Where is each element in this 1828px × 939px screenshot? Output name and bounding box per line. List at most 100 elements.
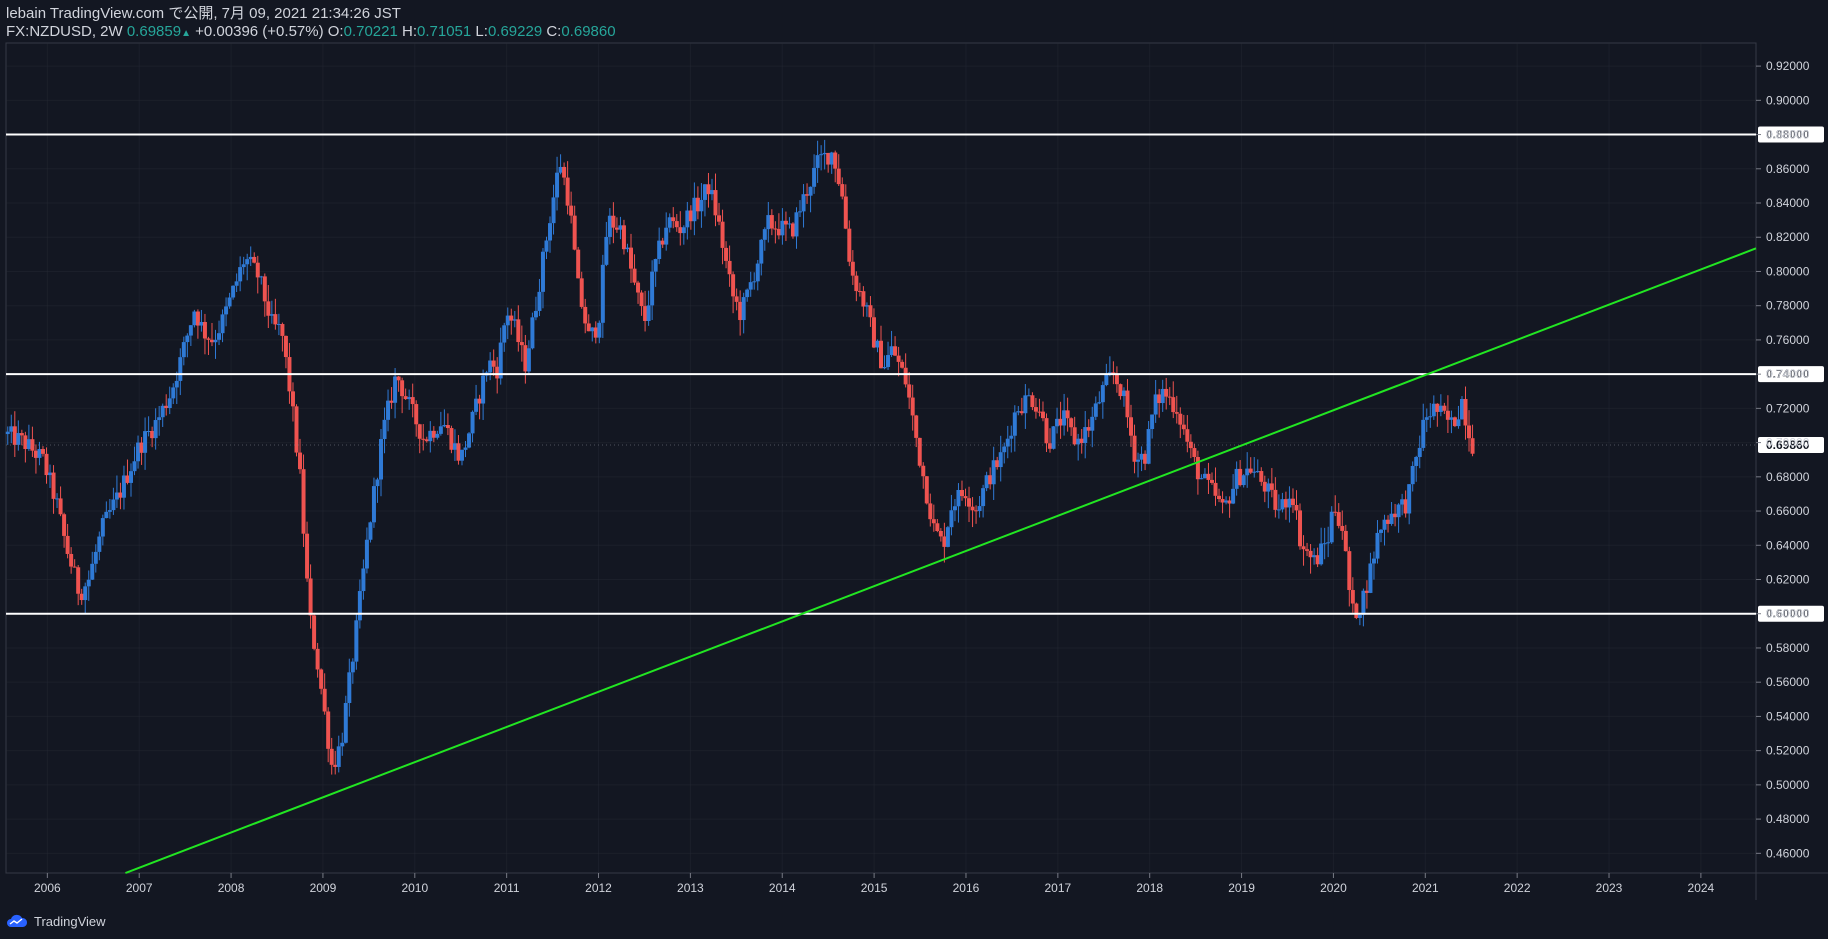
- last-price: 0.69859: [126, 23, 182, 40]
- x-tick-label: 2006: [34, 881, 61, 895]
- time-axis[interactable]: 2006 2007 2008 2009 2010 2011 2012 2013 2014 2015…: [34, 873, 1715, 895]
- candle-body: [1157, 394, 1162, 404]
- candle-body: [76, 567, 81, 594]
- candle-body: [498, 342, 503, 379]
- candle-body: [840, 184, 845, 197]
- candle-body: [956, 489, 961, 507]
- candle-body: [903, 367, 908, 385]
- candle-body: [199, 321, 204, 326]
- candle-body: [805, 194, 810, 196]
- candle-body: [1403, 499, 1408, 514]
- candle-body: [181, 342, 186, 358]
- candle-body: [1280, 499, 1285, 510]
- candle-body: [780, 220, 785, 236]
- y-tick-label: 0.70000: [1766, 436, 1810, 450]
- candle-body: [702, 184, 707, 200]
- x-tick-label: 2011: [494, 881, 520, 895]
- candle-body: [815, 155, 820, 168]
- candle-body: [794, 212, 799, 237]
- candle-body: [333, 764, 338, 767]
- candle-body: [1023, 395, 1028, 414]
- candle-body: [1364, 590, 1369, 593]
- level-price-tag: [1758, 126, 1824, 143]
- candle-body: [607, 215, 612, 237]
- candle-body: [1185, 429, 1190, 442]
- candle-body: [1393, 513, 1398, 518]
- candle-body: [136, 442, 141, 462]
- candle-body: [1128, 417, 1133, 436]
- candle-body: [188, 325, 193, 336]
- candle-body: [1234, 468, 1239, 489]
- tradingview-footer[interactable]: TradingView: [6, 910, 106, 932]
- candle-body: [1026, 395, 1031, 397]
- candle-body: [886, 355, 891, 367]
- candle-body: [857, 291, 862, 293]
- symbol-interval[interactable]: FX:NZDUSD, 2W: [6, 23, 123, 40]
- candle-body: [459, 449, 464, 461]
- candle-body: [653, 258, 658, 272]
- candle-body: [678, 227, 683, 234]
- candle-body: [1456, 419, 1461, 427]
- candle-body: [783, 220, 788, 225]
- candle-body: [773, 228, 778, 230]
- price-axis[interactable]: 0.46000 0.48000 0.50000 0.52000 0.54000 0.560…: [1756, 59, 1810, 860]
- candle-body: [234, 281, 239, 286]
- candle-body: [1298, 510, 1303, 547]
- y-tick-label: 0.66000: [1766, 504, 1810, 518]
- candle-body: [403, 396, 408, 400]
- candle-body: [921, 465, 926, 477]
- candle-body: [628, 247, 633, 269]
- candle-body: [843, 196, 848, 229]
- candle-body: [583, 306, 588, 324]
- candle-body: [1382, 519, 1387, 530]
- candle-body: [1276, 509, 1281, 511]
- low-label: L:: [475, 23, 488, 40]
- y-tick-label: 0.50000: [1766, 778, 1810, 792]
- candle-body: [1438, 405, 1443, 412]
- candle-body: [893, 346, 898, 356]
- trendlines[interactable]: [125, 247, 1757, 874]
- candle-body: [386, 400, 391, 420]
- candle-body: [572, 215, 577, 250]
- y-tick-label: 0.56000: [1766, 675, 1810, 689]
- candle-body: [1164, 388, 1169, 397]
- candle-body: [1192, 448, 1197, 457]
- candle-body: [389, 400, 394, 403]
- candle-body: [185, 335, 190, 343]
- candle-body: [65, 535, 70, 554]
- candle-body: [1076, 438, 1081, 445]
- y-tick-label: 0.92000: [1766, 59, 1810, 73]
- candle-body: [1312, 555, 1317, 558]
- candle-body: [315, 648, 320, 670]
- candle-body: [917, 437, 922, 466]
- candle-body: [1435, 403, 1440, 412]
- horizontal-levels[interactable]: 0.88000 0.74000 0.60000 0.69860: [6, 126, 1824, 622]
- candle-body: [526, 348, 531, 372]
- candle-body: [1459, 399, 1464, 420]
- candle-body: [576, 249, 581, 279]
- candle-body: [748, 282, 753, 290]
- candle-body: [681, 227, 686, 234]
- candle-body: [593, 327, 598, 338]
- candle-body: [442, 425, 447, 427]
- candle-body: [231, 285, 236, 298]
- candle-body: [474, 398, 479, 412]
- candle-body: [762, 229, 767, 240]
- candle-body: [1019, 411, 1024, 414]
- candle-body: [688, 210, 693, 222]
- candle-body: [1132, 435, 1137, 462]
- candle-body: [364, 539, 369, 569]
- candle-body: [1114, 374, 1119, 385]
- candle-body: [100, 518, 105, 537]
- candle-body: [1079, 438, 1084, 444]
- candle-body: [19, 433, 24, 436]
- candle-body: [1322, 543, 1327, 545]
- candle-body: [79, 593, 84, 601]
- candle-body: [1037, 411, 1042, 413]
- candle-body: [734, 296, 739, 302]
- y-tick-label: 0.86000: [1766, 162, 1810, 176]
- x-tick-label: 2018: [1136, 881, 1163, 895]
- y-tick-label: 0.48000: [1766, 812, 1810, 826]
- candle-body: [798, 211, 803, 213]
